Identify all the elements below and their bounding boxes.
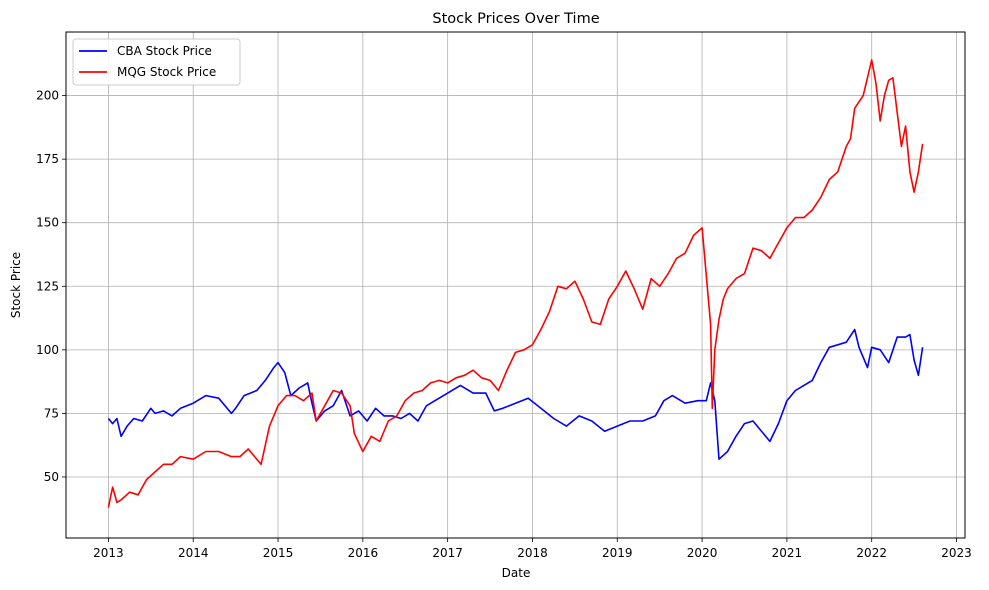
y-tick-label: 200 — [36, 89, 59, 103]
x-tick-label: 2023 — [941, 546, 972, 560]
legend-label-mqg: MQG Stock Price — [117, 65, 216, 79]
y-axis-ticks: 50 75 100 125 150 175 200 — [36, 89, 66, 484]
legend-label-cba: CBA Stock Price — [117, 44, 212, 58]
legend-box — [72, 38, 241, 86]
y-axis-label: Stock Price — [9, 252, 23, 318]
legend: CBA Stock Price MQG Stock Price — [72, 38, 241, 86]
series-line-cba — [107, 328, 924, 461]
x-axis-ticks: 2013 2014 2015 2016 2017 2018 2019 2020 2021 2022… — [93, 538, 972, 560]
x-tick-label: 2014 — [178, 546, 209, 560]
y-tick-label: 125 — [36, 279, 59, 293]
x-tick-label: 2021 — [772, 546, 803, 560]
x-tick-label: 2017 — [432, 546, 463, 560]
y-tick-label: 75 — [44, 406, 59, 420]
x-tick-label: 2020 — [687, 546, 718, 560]
y-tick-label: 50 — [44, 470, 59, 484]
x-tick-label: 2019 — [602, 546, 633, 560]
y-tick-label: 175 — [36, 152, 59, 166]
x-tick-label: 2016 — [348, 546, 379, 560]
y-tick-label: 100 — [36, 343, 59, 357]
x-tick-label: 2018 — [517, 546, 548, 560]
x-tick-label: 2013 — [93, 546, 124, 560]
chart-title: Stock Prices Over Time — [432, 11, 599, 27]
x-axis-label: Date — [502, 566, 531, 580]
grid-lines — [66, 32, 965, 538]
y-tick-label: 150 — [36, 216, 59, 230]
series-line-mqg — [107, 59, 924, 508]
plot-area-frame — [65, 31, 966, 539]
series-lines — [107, 59, 924, 508]
x-tick-label: 2022 — [856, 546, 887, 560]
x-tick-label: 2015 — [263, 546, 294, 560]
